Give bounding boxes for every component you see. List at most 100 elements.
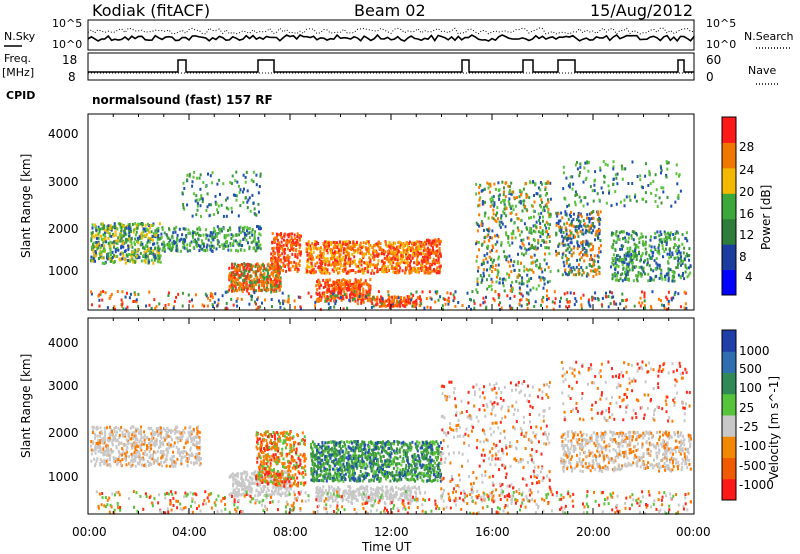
heatmap-cell — [576, 241, 579, 245]
heatmap-cell — [140, 430, 143, 434]
heatmap-cell — [487, 244, 490, 248]
heatmap-cell — [628, 247, 631, 251]
heatmap-cell — [410, 270, 413, 274]
heatmap-cell — [432, 242, 435, 246]
heatmap-cell — [342, 240, 344, 244]
heatmap-cell — [223, 242, 226, 246]
heatmap-cell — [513, 294, 516, 298]
heatmap-cell — [607, 295, 610, 298]
heatmap-cell — [529, 180, 531, 184]
heatmap-cell — [223, 246, 225, 250]
heatmap-cell — [199, 245, 202, 249]
heatmap-cell — [347, 257, 350, 261]
heatmap-cell — [469, 298, 471, 301]
heatmap-cell — [361, 267, 364, 271]
heatmap-cell — [366, 299, 369, 302]
heatmap-cell — [367, 270, 370, 274]
heatmap-cell — [215, 232, 218, 236]
heatmap-cell — [233, 273, 236, 277]
heatmap-cell — [311, 271, 314, 275]
heatmap-cell — [169, 431, 172, 434]
heatmap-cell — [425, 297, 428, 300]
heatmap-cell — [668, 253, 671, 256]
heatmap-cell — [290, 235, 293, 239]
heatmap-cell — [443, 298, 446, 301]
heatmap-cell — [586, 213, 589, 217]
heatmap-cell — [595, 272, 598, 276]
heatmap-cell — [279, 276, 282, 280]
heatmap-cell — [109, 248, 112, 252]
heatmap-cell — [99, 431, 102, 435]
heatmap-cell — [110, 450, 113, 454]
heatmap-cell — [291, 252, 294, 256]
heatmap-cell — [161, 248, 164, 252]
heatmap-cell — [585, 242, 588, 246]
heatmap-cell — [356, 250, 359, 254]
heatmap-cell — [217, 302, 220, 306]
heatmap-cell — [120, 244, 123, 248]
heatmap-cell — [262, 273, 265, 276]
heatmap-cell — [372, 296, 375, 300]
heatmap-cell — [410, 259, 412, 263]
heatmap-cell — [365, 295, 368, 299]
heatmap-cell — [489, 236, 492, 239]
heatmap-cell — [430, 241, 433, 245]
heatmap-cell — [640, 290, 643, 294]
heatmap-cell — [568, 304, 571, 308]
heatmap-cell — [485, 278, 488, 282]
heatmap-cell — [276, 267, 279, 271]
heatmap-cell — [129, 227, 132, 231]
heatmap-cell — [98, 304, 101, 308]
heatmap-cell — [373, 258, 376, 262]
heatmap-cell — [420, 302, 423, 306]
heatmap-cell — [662, 255, 664, 259]
heatmap-cell — [483, 268, 486, 272]
heatmap-cell — [378, 247, 381, 250]
heatmap-cell — [131, 245, 134, 249]
heatmap-cell — [566, 204, 569, 208]
heatmap-cell — [251, 193, 254, 197]
heatmap-cell — [170, 248, 173, 251]
heatmap-cell — [272, 274, 275, 278]
heatmap-cell — [274, 256, 276, 260]
heatmap-cell — [634, 195, 636, 199]
heatmap-cell — [196, 231, 199, 235]
heatmap-cell — [205, 236, 208, 240]
heatmap-cell — [248, 276, 251, 280]
heatmap-cell — [397, 296, 400, 300]
heatmap-cell — [362, 287, 365, 291]
heatmap-cell — [144, 227, 147, 231]
heatmap-cell — [106, 458, 109, 462]
heatmap-cell — [280, 235, 283, 239]
heatmap-cell — [255, 289, 257, 293]
heatmap-cell — [501, 222, 504, 226]
heatmap-cell — [155, 233, 158, 237]
heatmap-cell — [256, 225, 258, 228]
heatmap-cell — [277, 270, 279, 274]
heatmap-cell — [140, 222, 142, 226]
heatmap-cell — [90, 245, 93, 249]
heatmap-cell — [478, 213, 481, 217]
heatmap-cell — [258, 245, 261, 249]
heatmap-cell — [572, 182, 575, 186]
heatmap-cell — [342, 255, 345, 259]
heatmap-cell — [348, 283, 351, 287]
heatmap-cell — [573, 268, 576, 272]
heatmap-cell — [91, 303, 93, 307]
heatmap-cell — [387, 290, 390, 294]
freq-tick-top: 18 — [62, 53, 77, 67]
heatmap-cell — [483, 188, 486, 191]
heatmap-cell — [231, 263, 233, 267]
heatmap-cell — [591, 189, 594, 193]
heatmap-cell — [599, 244, 602, 248]
heatmap-cell — [499, 225, 502, 229]
heatmap-cell — [257, 239, 260, 243]
heatmap-cell — [423, 269, 426, 273]
heatmap-cell — [650, 235, 652, 239]
heatmap-cell — [107, 224, 110, 228]
heatmap-cell — [326, 280, 329, 284]
heatmap-cell — [167, 246, 170, 250]
heatmap-cell — [614, 274, 617, 278]
heatmap-cell — [148, 290, 151, 294]
heatmap-cell — [332, 251, 335, 255]
